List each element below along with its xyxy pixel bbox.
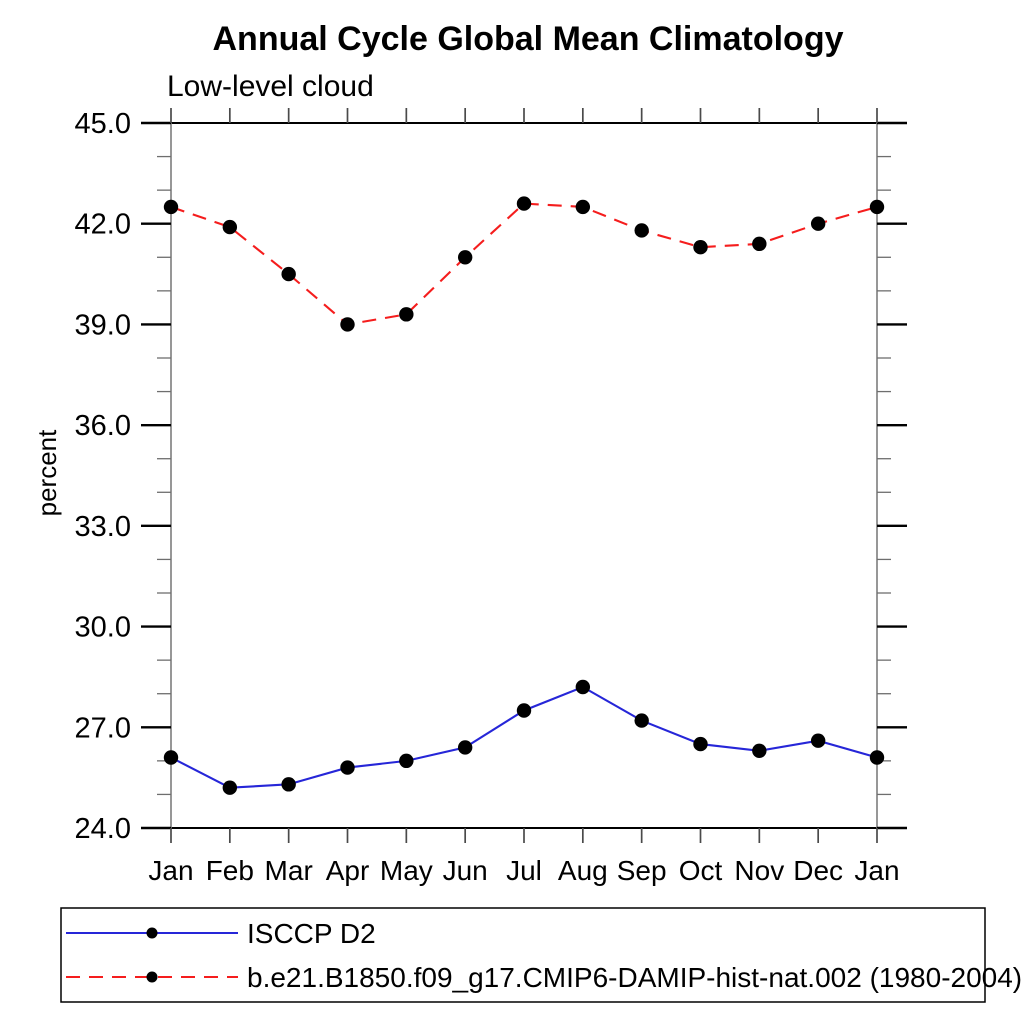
- y-tick-label: 42.0: [75, 209, 131, 241]
- data-point-marker: [281, 266, 296, 282]
- data-point-marker: [752, 743, 767, 758]
- data-point-marker: [222, 780, 238, 795]
- y-tick-label: 39.0: [75, 309, 131, 341]
- series-line-model: [170, 202, 878, 326]
- y-tick-label: 24.0: [75, 813, 131, 845]
- chart-subtitle: Low-level cloud: [167, 70, 374, 103]
- data-point-marker: [457, 250, 473, 265]
- data-point-marker: [869, 750, 885, 765]
- x-tick-label: Dec: [793, 855, 843, 886]
- x-tick-label: May: [380, 855, 433, 886]
- data-point-marker: [869, 199, 885, 215]
- data-point-marker: [752, 236, 767, 252]
- data-point-marker: [222, 219, 238, 235]
- data-point-marker: [634, 223, 649, 238]
- data-point-marker: [516, 703, 532, 718]
- x-tick-label: Sep: [617, 855, 667, 886]
- data-point-marker: [516, 196, 532, 211]
- series-line-isccp-d2: [170, 685, 878, 789]
- data-point-marker: [810, 733, 826, 748]
- x-tick-label: Aug: [558, 855, 608, 886]
- data-point-marker: [457, 740, 473, 755]
- x-tick-label: Jan: [854, 855, 899, 886]
- y-tick-label: 36.0: [75, 410, 131, 442]
- data-point-marker: [693, 240, 708, 255]
- y-tick-label: 27.0: [75, 712, 131, 744]
- legend-box: [60, 907, 986, 1003]
- legend-marker: [146, 927, 158, 939]
- x-tick-label: Feb: [206, 855, 254, 886]
- x-tick-label: Nov: [734, 855, 784, 886]
- x-tick-label: Jun: [443, 855, 488, 886]
- data-point-marker: [575, 679, 591, 695]
- legend-marker: [146, 971, 158, 983]
- x-tick-label: Mar: [265, 855, 313, 886]
- data-point-marker: [163, 199, 179, 215]
- data-point-marker: [399, 753, 414, 769]
- y-tick-label: 45.0: [75, 108, 131, 140]
- data-point-marker: [281, 777, 296, 792]
- chart-title: Annual Cycle Global Mean Climatology: [212, 20, 844, 58]
- data-point-marker: [810, 216, 826, 231]
- data-point-marker: [340, 317, 355, 332]
- data-point-marker: [693, 736, 708, 752]
- x-tick-label: Apr: [326, 855, 370, 886]
- data-point-marker: [634, 713, 649, 728]
- x-tick-label: Jan: [148, 855, 193, 886]
- x-tick-label: Oct: [679, 855, 723, 886]
- y-tick-label: 30.0: [75, 612, 131, 644]
- x-tick-label: Jul: [506, 855, 542, 886]
- data-point-marker: [575, 199, 591, 215]
- data-point-marker: [399, 307, 414, 322]
- y-tick-label: 33.0: [75, 511, 131, 543]
- legend-label: b.e21.B1850.f09_g17.CMIP6-DAMIP-hist-nat…: [247, 962, 1022, 993]
- legend-label: ISCCP D2: [247, 918, 376, 949]
- data-point-marker: [163, 750, 179, 765]
- data-point-marker: [340, 760, 355, 775]
